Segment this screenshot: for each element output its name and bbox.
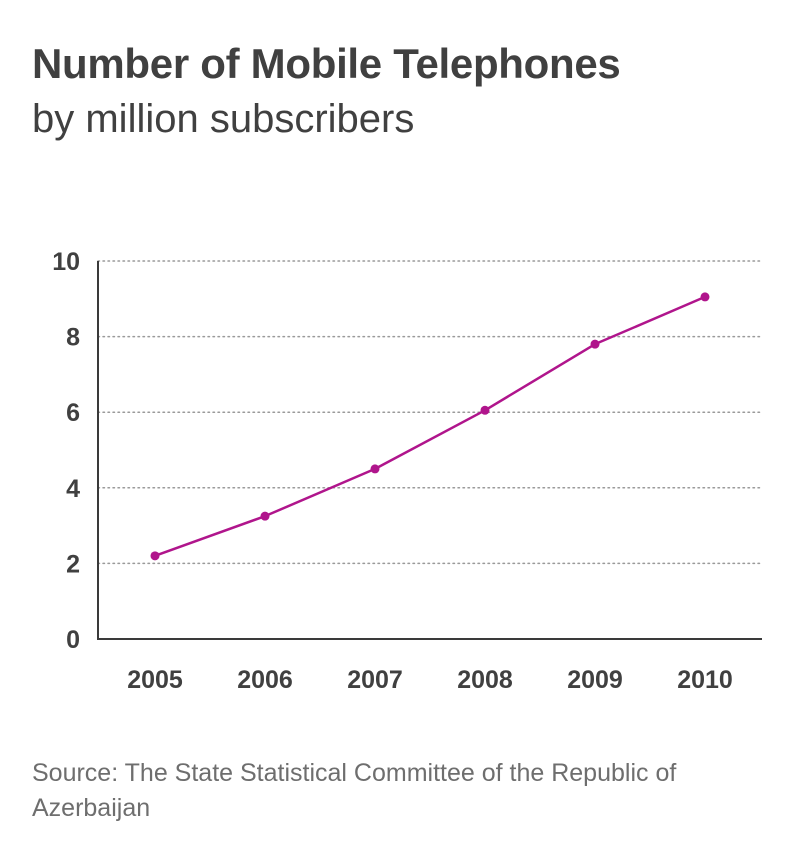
x-tick-label: 2010 — [677, 666, 733, 694]
data-point-2007 — [370, 464, 380, 474]
axes — [97, 261, 762, 640]
source-note: Source: The State Statistical Committee … — [32, 759, 677, 822]
data-point-2009 — [590, 339, 600, 349]
chart-title: Number of Mobile Telephones — [32, 40, 621, 87]
series — [150, 292, 710, 561]
x-tick-label: 2009 — [567, 666, 623, 694]
x-tick-label: 2006 — [237, 666, 293, 694]
chart-subtitle: by million subscribers — [32, 97, 415, 141]
y-tick-label: 0 — [66, 626, 80, 654]
data-point-2008 — [480, 405, 490, 415]
data-point-2010 — [700, 292, 710, 302]
x-tick-label: 2007 — [347, 666, 403, 694]
series-line — [153, 295, 707, 558]
data-point-2006 — [260, 511, 270, 521]
tick-labels: 0 2 4 6 8 10 2005 2006 2007 2008 2009 2010 — [52, 248, 733, 694]
y-tick-label: 2 — [66, 550, 80, 578]
y-tick-label: 4 — [66, 475, 80, 503]
gridlines — [97, 260, 763, 565]
y-tick-label: 10 — [52, 248, 80, 276]
data-point-2005 — [150, 551, 160, 561]
x-tick-label: 2008 — [457, 666, 513, 694]
x-tick-label: 2005 — [127, 666, 183, 694]
y-tick-label: 8 — [66, 324, 80, 352]
y-tick-label: 6 — [66, 399, 80, 427]
